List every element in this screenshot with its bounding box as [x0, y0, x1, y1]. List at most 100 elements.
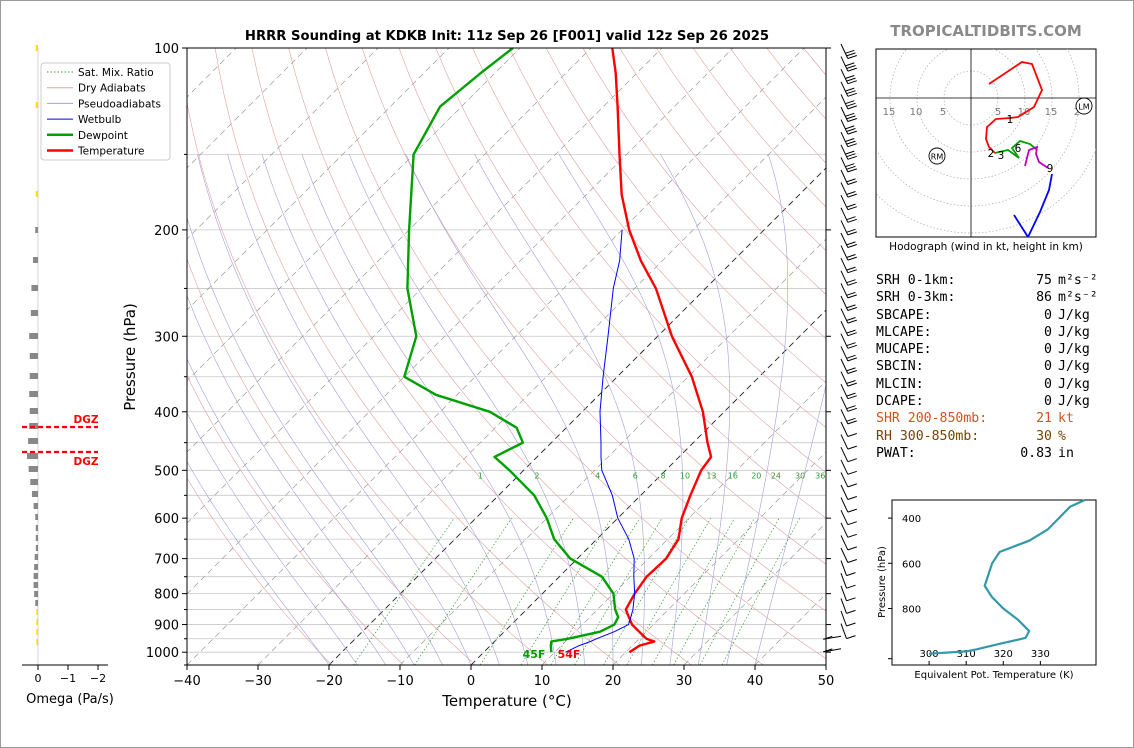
dry-adiabat [251, 48, 692, 665]
wind-barb [840, 585, 856, 602]
index-unit: J/kg [1058, 307, 1090, 323]
omega-bar [29, 408, 38, 414]
isotherm-line [328, 167, 826, 665]
hodo-segment-6-9km [1013, 173, 1053, 237]
omega-bar [33, 257, 38, 263]
dry-adiabat [472, 48, 826, 473]
index-unit: J/kg [1058, 376, 1090, 392]
index-value: 86 [1036, 290, 1052, 306]
wind-barb [840, 409, 857, 425]
mixing-ratio-line [353, 517, 455, 665]
omega-bar [30, 479, 38, 485]
omega-bar [35, 545, 38, 551]
omega-bar [36, 619, 38, 625]
skewt-x-axis: −40 −30 −20 −10 0 10 20 30 40 50 [173, 665, 834, 689]
hodo-height-label: 9 [1047, 163, 1054, 175]
wind-barbs [823, 43, 857, 653]
theta-e-y-tick-label: 800 [902, 604, 921, 615]
index-label: SRH 0-3km: [876, 290, 956, 306]
pseudoadiabat [660, 154, 731, 665]
mixing-ratio-label: 16 [728, 472, 738, 481]
dry-adiabat [187, 258, 476, 665]
pseudoadiabat [197, 154, 472, 665]
x-tick-label: 0 [467, 674, 475, 689]
y-tick-label: 500 [154, 464, 179, 479]
mixing-ratio-line [626, 518, 712, 665]
wind-barb [840, 119, 857, 135]
wind-barb [840, 68, 857, 85]
omega-bar [29, 391, 38, 397]
y-tick-label: 1000 [146, 646, 179, 661]
x-tick-label: 20 [605, 674, 622, 689]
index-row: DCAPE: 0 J/kg [876, 393, 1106, 410]
index-row: SRH 0-3km: 86 m²s⁻² [876, 289, 1106, 306]
mixing-ratio-label: 36 [815, 472, 825, 481]
wind-barb [840, 522, 857, 538]
dry-adiabat [187, 477, 332, 665]
wind-barb [840, 81, 857, 97]
wind-barb [840, 295, 857, 311]
dry-adiabat [288, 48, 764, 665]
wind-barb [840, 434, 857, 450]
y-tick-label: 400 [154, 406, 179, 421]
hodo-height-label: 1 [1007, 114, 1014, 126]
index-label: MLCAPE: [876, 324, 932, 340]
hodo-ring-label: 10 [910, 107, 923, 118]
wind-barb [840, 308, 857, 324]
mixing-ratio-line [479, 518, 574, 665]
wind-barb [840, 333, 857, 349]
omega-bar [31, 491, 38, 497]
wind-barb [840, 535, 857, 551]
isotherm-line [612, 451, 826, 665]
skewt-x-label: Temperature (°C) [441, 692, 571, 710]
wind-barb [840, 560, 856, 577]
dry-adiabat [435, 48, 826, 519]
index-value: 0.83 [1020, 445, 1052, 461]
omega-tick-label: −2 [90, 672, 106, 685]
wind-barb [840, 623, 856, 640]
wind-barb [840, 484, 857, 500]
wind-barb [840, 94, 857, 110]
index-unit: J/kg [1058, 342, 1090, 358]
wind-barb [840, 610, 856, 627]
wind-barb [840, 257, 857, 274]
mixing-ratio-line [721, 518, 800, 665]
omega-bar [36, 609, 38, 615]
y-tick-label: 900 [154, 619, 179, 634]
mixing-ratio-label: 30 [795, 472, 805, 481]
wind-barb [840, 283, 857, 299]
omega-bar [27, 453, 38, 459]
index-unit: J/kg [1058, 394, 1090, 410]
dry-adiabat [361, 48, 826, 612]
index-label: PWAT: [876, 445, 916, 461]
series-dewpoint [403, 48, 620, 653]
pseudoadiabat [187, 294, 415, 665]
omega-bar [34, 564, 38, 570]
omega-bar [33, 582, 38, 588]
index-value: 75 [1036, 273, 1052, 288]
mixing-ratio-line [550, 518, 640, 665]
dry-adiabat [187, 101, 548, 665]
dry-adiabat [187, 374, 404, 665]
x-tick-label: −10 [386, 674, 413, 689]
theta-e-x-tick-label: 300 [920, 649, 939, 660]
theta-e-y-label: Pressure (hPa) [877, 546, 888, 618]
index-unit: in [1058, 445, 1074, 461]
omega-bar [29, 353, 38, 359]
omega-bar [36, 639, 38, 645]
wind-barb [840, 144, 857, 160]
skewt-y-axis: 100 200 300 400 500 600 700 800 900 1000 [146, 42, 831, 666]
mixing-ratio-label: 6 [633, 472, 638, 481]
theta-e-panel: 300 310 320 330 400 600 800 Equivalent Pot. Te… [877, 498, 1097, 681]
pseudoadiabat [348, 154, 585, 665]
omega-bar [31, 285, 38, 291]
wind-barb [840, 232, 857, 248]
isotherm-line [683, 522, 826, 665]
index-value: 0 [1044, 376, 1052, 392]
dgz-label: DGZ [74, 414, 99, 426]
wind-barb [840, 157, 857, 173]
wind-barb [840, 598, 856, 614]
hodo-ring-label: 15 [883, 107, 896, 118]
index-value: 0 [1044, 394, 1052, 410]
index-label: SRH 0-1km: [876, 273, 956, 288]
